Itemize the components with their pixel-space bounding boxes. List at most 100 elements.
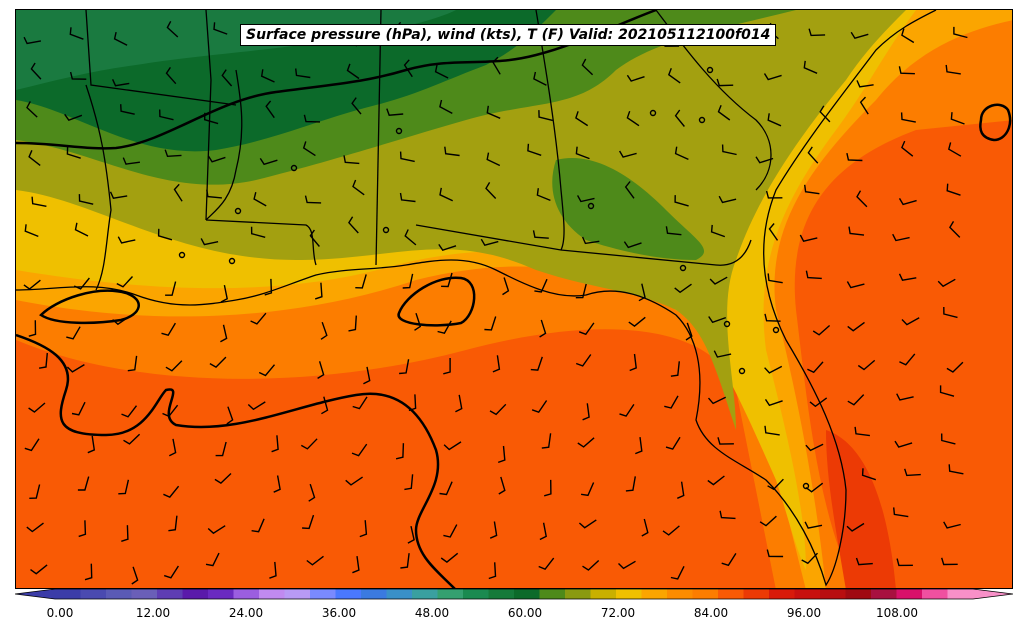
wind-barb — [66, 364, 85, 373]
wind-barb — [253, 192, 267, 207]
colorbar-tick-labels: 0.00 12.00 24.00 36.00 48.00 60.00 72.00… — [0, 606, 1022, 626]
colorbar-segment — [769, 589, 795, 599]
wind-barb — [314, 282, 323, 300]
wind-barb — [206, 189, 222, 199]
wind-barb — [582, 559, 600, 571]
wind-barb — [855, 557, 873, 566]
wind-barb — [541, 433, 552, 449]
wind-barb — [801, 552, 819, 565]
wind-barb — [220, 284, 228, 303]
wind-barb — [764, 425, 780, 436]
wind-barb — [767, 113, 782, 127]
wind-barb — [441, 272, 453, 288]
wind-barb — [123, 433, 141, 445]
wind-barb — [807, 146, 819, 164]
wind-barb — [165, 360, 183, 372]
wind-barb — [664, 395, 679, 409]
wind-barb — [113, 31, 128, 46]
wind-barb — [486, 152, 501, 167]
wind-barb — [24, 438, 40, 452]
wind-barb — [352, 179, 365, 196]
wind-barb — [856, 190, 868, 208]
wind-barb — [131, 566, 139, 585]
wind-barb — [709, 276, 728, 285]
wind-barb — [117, 236, 136, 244]
wind-barb — [538, 110, 553, 122]
wind-barb — [803, 60, 818, 74]
wind-barb — [69, 27, 84, 40]
wind-barb — [945, 64, 961, 75]
wind-barb — [674, 109, 685, 127]
colorbar-segment — [539, 589, 566, 599]
wind-barb — [295, 68, 311, 79]
cb-tick-12: 12.00 — [135, 606, 171, 620]
coastline-gulf — [16, 10, 937, 587]
wind-barb — [200, 238, 219, 246]
wind-barb — [26, 101, 38, 118]
wind-barb — [273, 475, 281, 493]
wind-barb — [403, 59, 413, 78]
colorbar-segment — [514, 589, 540, 599]
cb-tick-36: 36.00 — [321, 606, 357, 620]
colorbar-segment — [667, 589, 693, 599]
wind-barb — [953, 26, 968, 39]
wind-barb — [892, 233, 910, 242]
wind-barb — [819, 105, 831, 123]
wind-barb — [536, 188, 551, 202]
colorbar-segment — [692, 589, 719, 599]
wind-barbs — [23, 20, 968, 585]
wind-barb — [265, 100, 275, 119]
wind-barb — [900, 112, 916, 123]
wind-barb — [893, 507, 909, 518]
wind-barb — [402, 273, 414, 289]
wind-barb — [346, 63, 360, 80]
wind-barb — [577, 437, 595, 448]
wind-barb — [580, 482, 595, 497]
wind-barb — [489, 521, 498, 539]
wind-barb — [407, 525, 415, 544]
colorbar-outline — [15, 588, 1013, 600]
wind-barb — [87, 435, 96, 454]
cb-tick-72: 72.00 — [600, 606, 636, 620]
temp-region-60b — [552, 158, 705, 260]
wind-barb — [623, 241, 642, 249]
wind-barb — [302, 514, 315, 530]
wind-barb — [861, 468, 877, 481]
wind-barb — [414, 312, 422, 331]
wind-barb — [260, 69, 275, 83]
wind-barb — [214, 472, 232, 484]
wind-barb — [74, 222, 89, 237]
wind-barb — [718, 195, 737, 204]
wind-barb — [670, 565, 685, 580]
wind-barb — [759, 515, 777, 527]
wind-barb — [531, 400, 548, 413]
wind-barb — [69, 71, 87, 80]
wind-barb — [767, 478, 784, 491]
wind-barb — [539, 319, 547, 338]
wind-barb — [805, 443, 824, 452]
wind-barb — [207, 525, 226, 535]
border-al-ga — [535, 10, 565, 251]
wind-barb — [162, 404, 179, 418]
colorbar-segment — [616, 589, 642, 599]
wind-barb — [847, 394, 865, 406]
wind-barb — [399, 192, 416, 203]
temperature-colorbar — [15, 588, 1013, 600]
colorbar-segment — [157, 589, 183, 599]
wind-barb — [901, 317, 920, 326]
wind-barb — [492, 355, 501, 373]
colorbar-segment — [743, 589, 770, 599]
wind-barb — [486, 105, 501, 119]
wind-barb — [618, 560, 636, 570]
wind-barb — [799, 234, 818, 243]
wind-barb — [127, 355, 138, 372]
wind-barb — [443, 524, 458, 538]
wind-barb — [250, 226, 266, 238]
wind-barb — [896, 393, 914, 401]
wind-barb — [320, 321, 328, 340]
wind-barb — [28, 150, 41, 166]
wind-barb — [306, 555, 324, 566]
wind-barb — [157, 228, 173, 241]
wind-barb — [84, 563, 93, 581]
wind-barb — [38, 352, 48, 369]
